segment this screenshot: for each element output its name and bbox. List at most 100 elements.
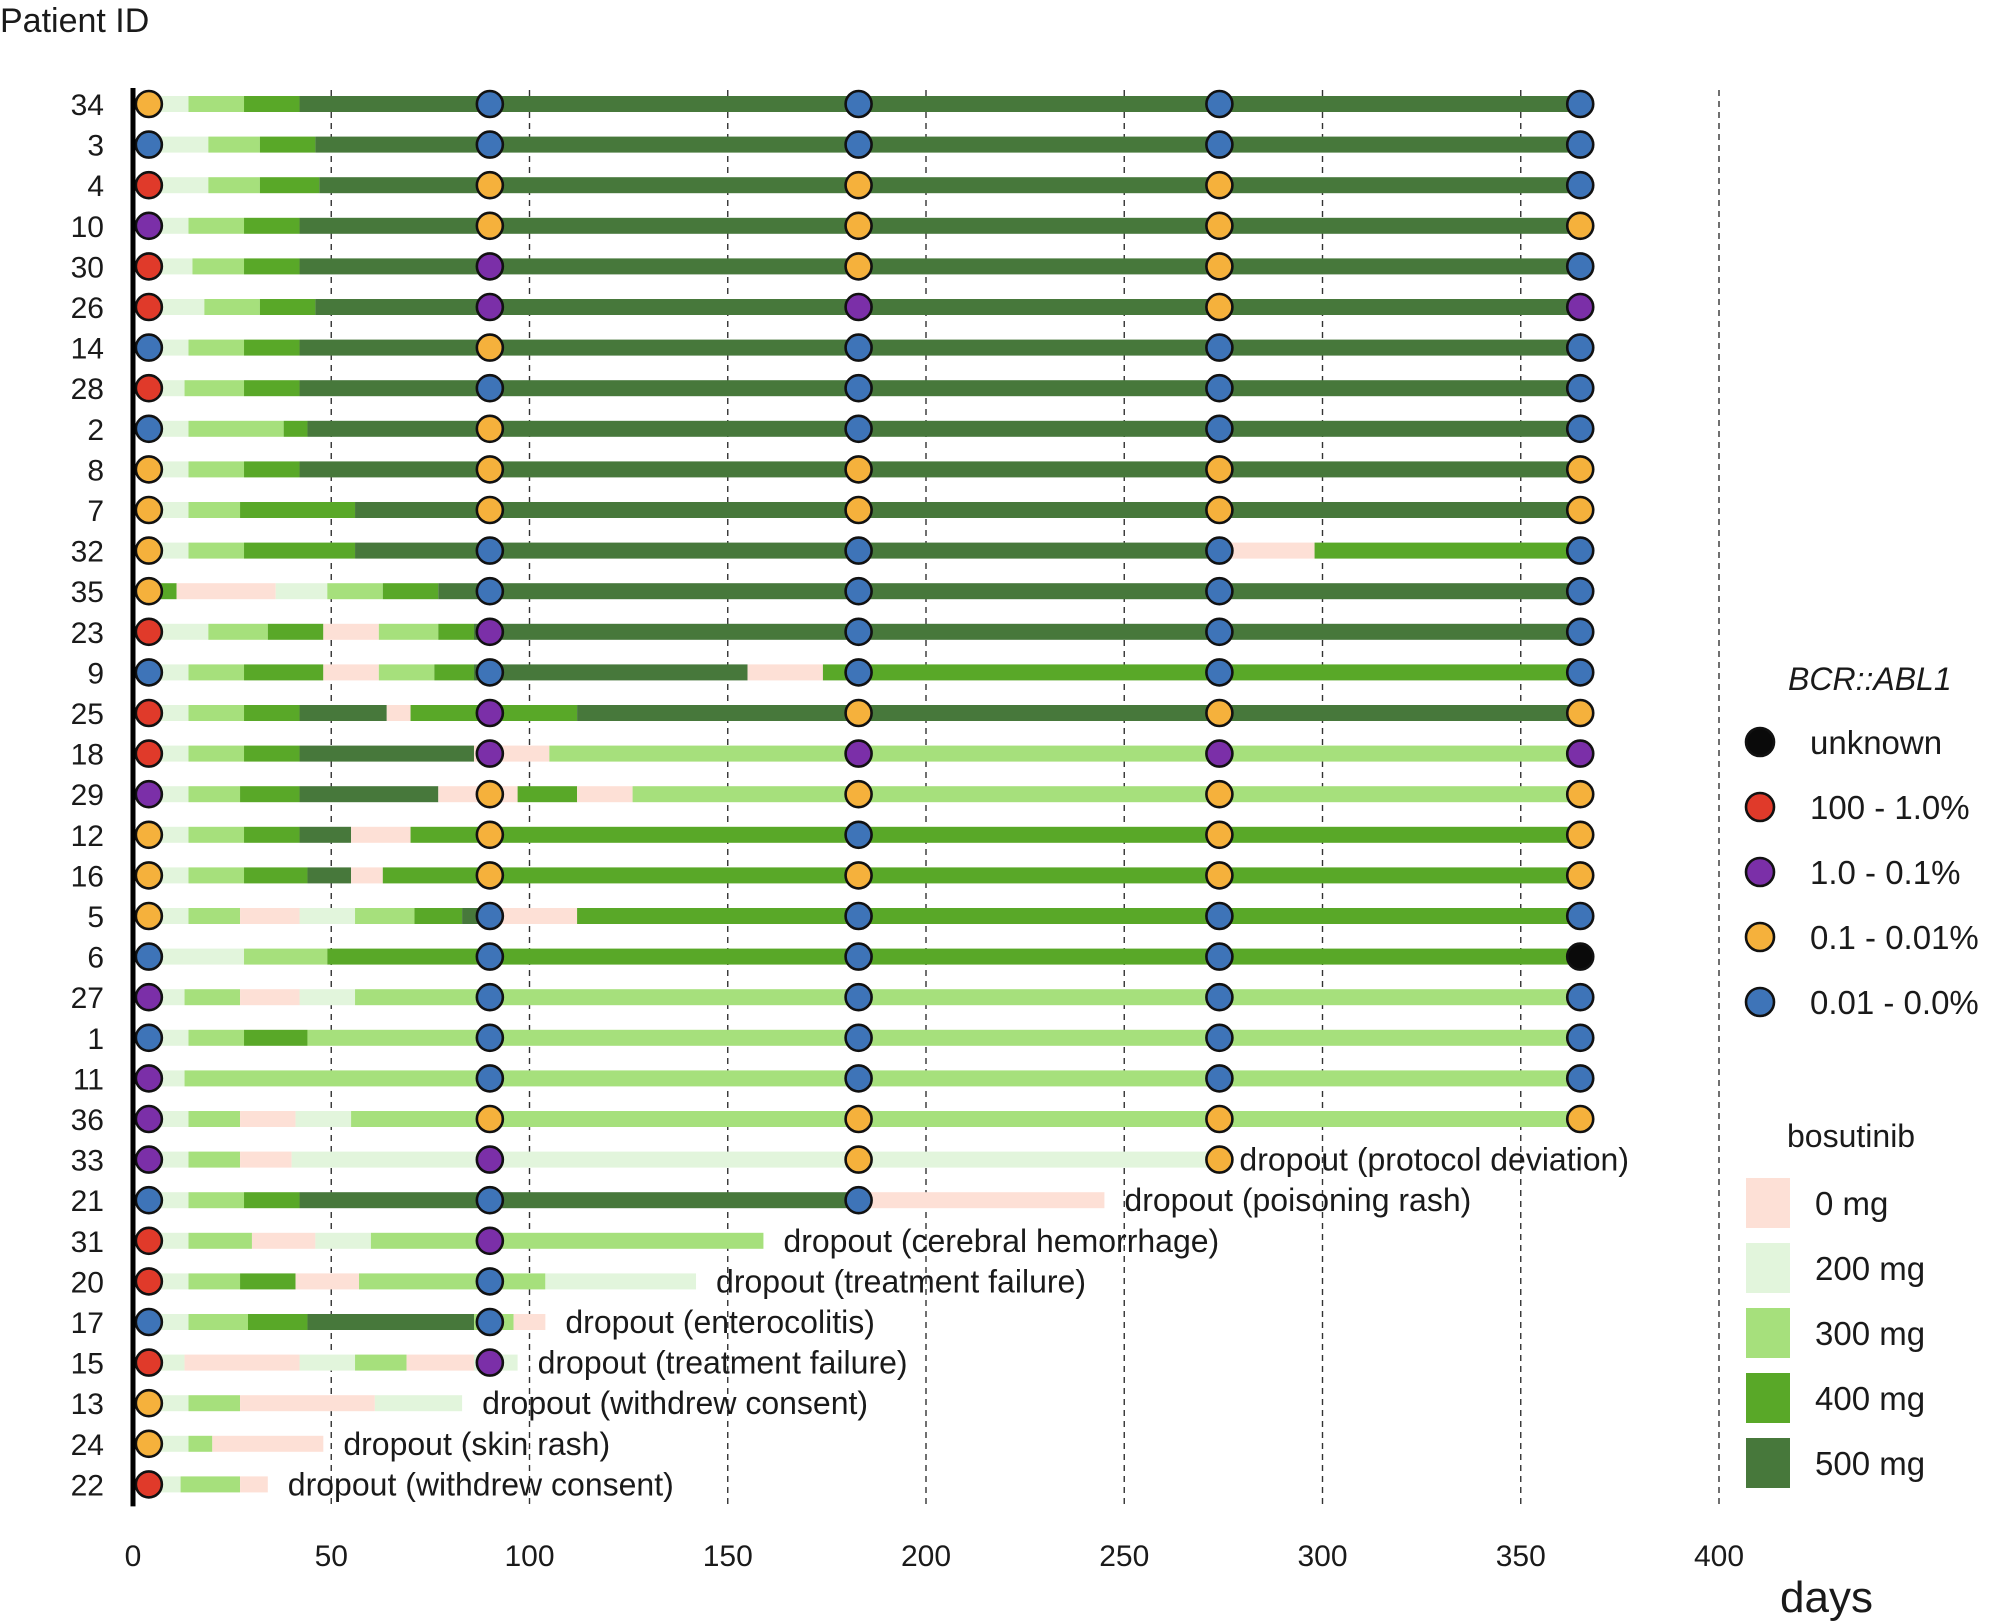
response-marker: [844, 292, 873, 322]
patient-id-label: 23: [71, 617, 104, 650]
patient-id-label: 34: [71, 89, 104, 122]
dose-segment-300mg: [204, 299, 260, 315]
patient-id-label: 8: [87, 454, 104, 487]
dose-segment-300mg: [188, 1435, 213, 1452]
dose-segment-0mg: [240, 1395, 375, 1412]
dose-segment-300mg: [188, 217, 245, 234]
response-marker: [475, 658, 505, 687]
x-tick-label: 200: [901, 1540, 951, 1573]
patient-id-label: 31: [71, 1226, 104, 1259]
response-marker: [475, 1023, 505, 1053]
patient-id-label: 17: [71, 1307, 104, 1340]
dose-segment-400mg: [410, 826, 1581, 843]
response-marker: [844, 89, 873, 119]
response-marker: [134, 1348, 164, 1377]
dose-segment-400mg: [410, 705, 474, 721]
legend-response-label: 0.01 - 0.0%: [1810, 984, 1979, 1021]
response-marker: [1565, 1064, 1595, 1093]
dose-segment-300mg: [184, 380, 245, 397]
dose-segment-300mg: [355, 908, 415, 924]
response-marker: [475, 211, 505, 241]
dose-segment-400mg: [259, 136, 316, 153]
dose-segment-0mg: [351, 867, 383, 884]
legend-response-label: 1.0 - 0.1%: [1810, 854, 1960, 891]
response-marker: [1565, 414, 1595, 444]
response-marker: [134, 211, 164, 241]
dose-segment-0mg: [513, 1314, 546, 1330]
dropout-label: dropout (treatment failure): [538, 1345, 908, 1381]
dose-segment-300mg: [188, 542, 245, 559]
patient-labels: 3434103026142828732352392518291216562711…: [71, 89, 104, 1502]
dropout-label: dropout (enterocolitis): [565, 1304, 874, 1340]
legend-response-label: 100 - 1.0%: [1810, 789, 1970, 826]
response-marker: [1205, 942, 1234, 971]
response-marker: [844, 1023, 873, 1053]
dose-segment-0mg: [295, 1273, 360, 1290]
dose-segment-300mg: [188, 705, 245, 721]
response-marker: [844, 901, 873, 931]
dose-segment-300mg: [188, 461, 245, 478]
dose-segment-300mg: [208, 136, 260, 153]
response-marker: [134, 982, 164, 1012]
dose-segment-400mg: [438, 623, 474, 640]
dose-segment-0mg: [577, 786, 633, 803]
response-marker: [134, 779, 164, 809]
dropout-label: dropout (poisoning rash): [1124, 1182, 1471, 1218]
dose-segment-400mg: [244, 380, 300, 397]
response-marker: [1205, 617, 1234, 647]
patient-id-label: 2: [87, 414, 104, 447]
dose-segment-0mg: [251, 1232, 316, 1249]
dose-segment-200mg: [299, 908, 356, 924]
legend-dose-label: 300 mg: [1815, 1315, 1925, 1352]
dose-segment-400mg: [244, 542, 356, 559]
response-marker: [1565, 89, 1595, 119]
dose-segment-0mg: [240, 989, 300, 1006]
patient-id-label: 13: [71, 1388, 104, 1421]
response-marker: [1565, 495, 1595, 525]
response-marker: [475, 536, 505, 565]
response-marker: [475, 495, 505, 525]
dose-segment-400mg: [244, 339, 300, 356]
dose-segment-400mg: [244, 1192, 300, 1209]
response-marker: [1205, 414, 1234, 444]
legend-response-swatch: [1744, 791, 1776, 823]
response-marker: [844, 698, 873, 728]
response-marker: [1205, 861, 1234, 890]
response-marker: [134, 536, 164, 565]
response-marker: [1565, 698, 1595, 728]
response-marker: [844, 414, 873, 444]
patient-id-label: 36: [71, 1104, 104, 1137]
response-marker: [1205, 658, 1234, 687]
response-marker: [1205, 901, 1234, 931]
dose-segment-0mg: [240, 1111, 296, 1127]
patient-id-label: 4: [87, 170, 104, 203]
x-tick-label: 250: [1099, 1540, 1149, 1573]
response-marker: [844, 495, 873, 525]
patient-id-label: 35: [71, 576, 104, 609]
response-marker: [475, 820, 505, 850]
response-marker: [475, 1267, 505, 1296]
response-marker: [844, 982, 873, 1012]
response-marker: [844, 1145, 873, 1174]
dose-segment-500mg: [299, 461, 1581, 478]
dose-segment-200mg: [148, 299, 205, 315]
patient-id-label: 33: [71, 1145, 104, 1178]
dose-segment-400mg: [434, 664, 474, 681]
response-marker: [475, 1226, 505, 1256]
response-marker: [134, 658, 164, 687]
response-marker: [475, 698, 505, 728]
legend-response-swatch: [1744, 856, 1776, 888]
dose-segment-500mg: [299, 786, 439, 803]
response-marker: [1565, 536, 1595, 565]
response-marker: [844, 252, 873, 281]
legend-dose-swatch: [1746, 1178, 1790, 1228]
dose-segment-300mg: [188, 908, 241, 924]
dose-segment-200mg: [291, 1151, 1220, 1168]
dose-segment-300mg: [188, 339, 245, 356]
response-marker: [844, 1104, 873, 1134]
dose-segment-0mg: [240, 908, 300, 924]
dose-segment-300mg: [370, 1232, 764, 1249]
response-marker: [1205, 170, 1234, 200]
response-marker: [475, 901, 505, 931]
